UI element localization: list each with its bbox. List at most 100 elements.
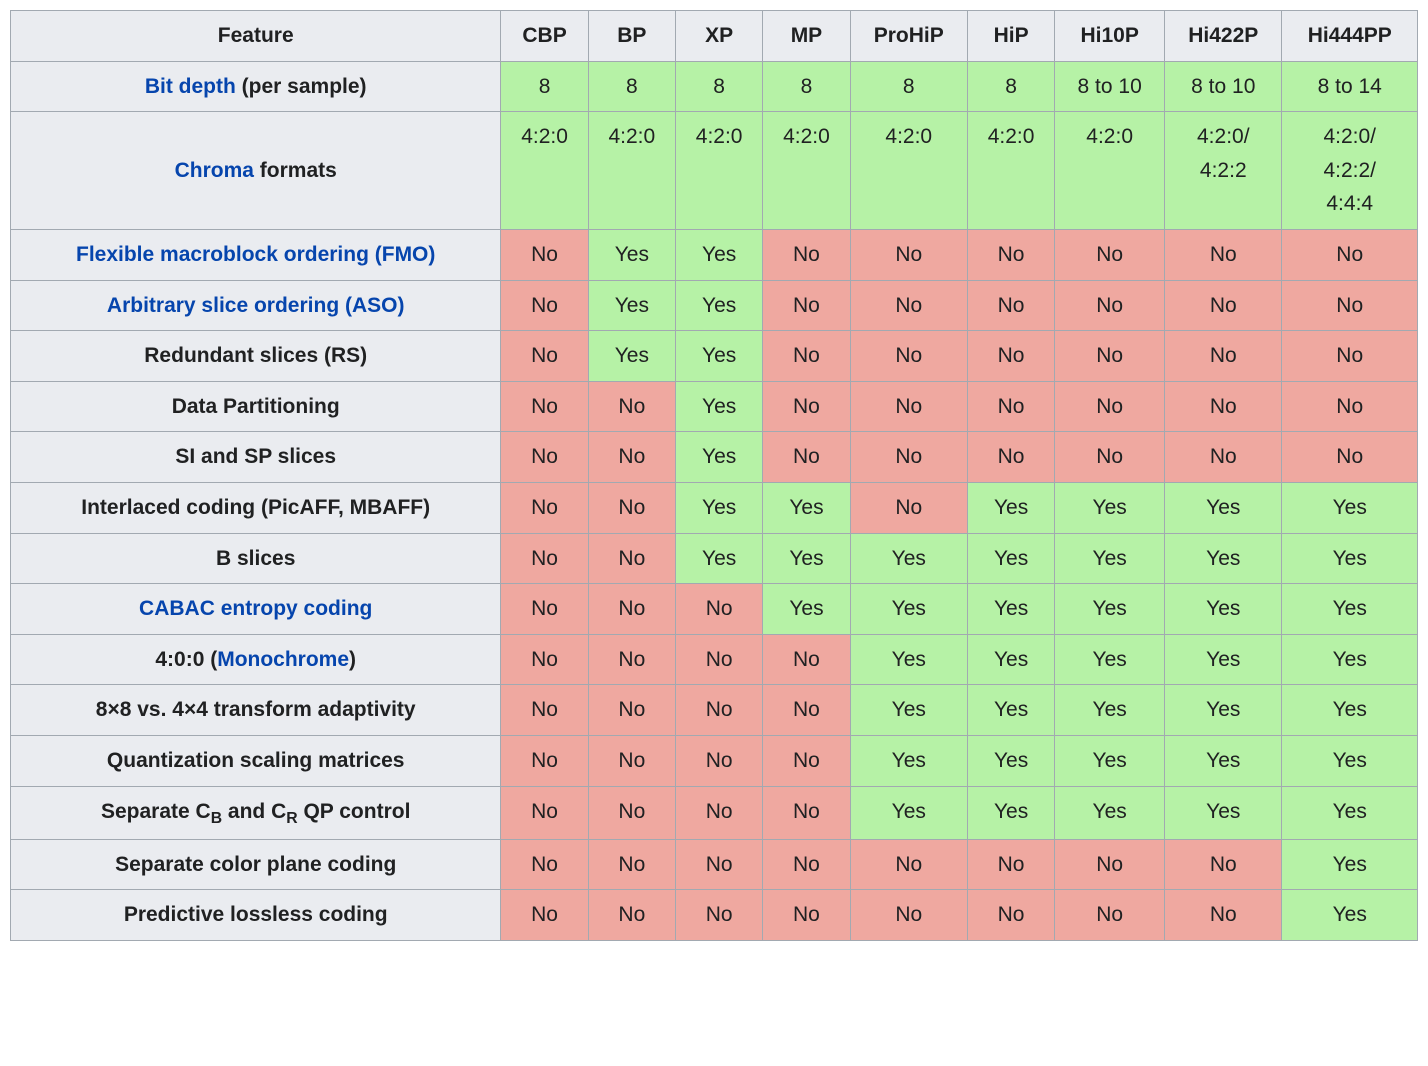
cell: No (850, 839, 967, 890)
cell: Yes (967, 786, 1054, 839)
wikilink[interactable]: Arbitrary slice ordering (ASO) (107, 294, 405, 317)
cell: No (967, 381, 1054, 432)
cell: Yes (967, 685, 1054, 736)
wikilink[interactable]: Monochrome (217, 648, 349, 671)
cell: Yes (763, 533, 850, 584)
cell: Yes (850, 584, 967, 635)
col-feature: Feature (11, 11, 501, 62)
cell: 4:2:0 (676, 112, 763, 230)
table-row: Interlaced coding (PicAFF, MBAFF)NoNoYes… (11, 482, 1418, 533)
cell: Yes (1282, 634, 1418, 685)
feature-label: Separate color plane coding (11, 839, 501, 890)
cell: Yes (967, 735, 1054, 786)
cell: Yes (1282, 839, 1418, 890)
cell: No (1282, 229, 1418, 280)
cell: Yes (1055, 584, 1165, 635)
table-row: B slicesNoNoYesYesYesYesYesYesYes (11, 533, 1418, 584)
wikilink[interactable]: Flexible macroblock ordering (FMO) (76, 243, 435, 266)
feature-label: 4:0:0 (Monochrome) (11, 634, 501, 685)
cell: No (763, 786, 850, 839)
table-row: Separate CB and CR QP controlNoNoNoNoYes… (11, 786, 1418, 839)
cell: Yes (763, 482, 850, 533)
col-cbp: CBP (501, 11, 588, 62)
cell: No (967, 280, 1054, 331)
feature-label: B slices (11, 533, 501, 584)
cell: No (1282, 432, 1418, 483)
cell: Yes (1165, 634, 1282, 685)
cell: Yes (1282, 890, 1418, 941)
cell: 4:2:0 (501, 112, 588, 230)
wikilink[interactable]: Bit depth (145, 75, 236, 98)
cell: Yes (850, 533, 967, 584)
table-row: Bit depth (per sample)8888888 to 108 to … (11, 61, 1418, 112)
feature-label: Quantization scaling matrices (11, 735, 501, 786)
cell: No (676, 735, 763, 786)
table-header: FeatureCBPBPXPMPProHiPHiPHi10PHi422PHi44… (11, 11, 1418, 62)
col-prohip: ProHiP (850, 11, 967, 62)
cell: No (763, 331, 850, 382)
cell: Yes (1055, 533, 1165, 584)
cell: No (501, 839, 588, 890)
cell: No (1165, 280, 1282, 331)
cell: No (763, 381, 850, 432)
table-row: Redundant slices (RS)NoYesYesNoNoNoNoNoN… (11, 331, 1418, 382)
cell: Yes (588, 331, 675, 382)
cell: No (850, 890, 967, 941)
cell: Yes (1282, 584, 1418, 635)
cell: No (588, 685, 675, 736)
cell: No (588, 839, 675, 890)
cell: No (588, 432, 675, 483)
cell: 4:2:0 (1055, 112, 1165, 230)
cell: Yes (967, 634, 1054, 685)
cell: Yes (1055, 634, 1165, 685)
cell: No (501, 890, 588, 941)
wikilink[interactable]: CABAC entropy coding (139, 597, 372, 620)
cell: No (501, 280, 588, 331)
cell: No (676, 685, 763, 736)
cell: Yes (1165, 685, 1282, 736)
cell: No (763, 839, 850, 890)
col-hi444pp: Hi444PP (1282, 11, 1418, 62)
cell: 8 (676, 61, 763, 112)
feature-label: Flexible macroblock ordering (FMO) (11, 229, 501, 280)
cell: No (501, 432, 588, 483)
cell: Yes (967, 584, 1054, 635)
cell: No (1055, 381, 1165, 432)
cell: No (676, 634, 763, 685)
cell: No (850, 482, 967, 533)
cell: Yes (1282, 786, 1418, 839)
cell: No (850, 432, 967, 483)
cell: 8 (967, 61, 1054, 112)
cell: Yes (588, 229, 675, 280)
feature-label: CABAC entropy coding (11, 584, 501, 635)
cell: Yes (588, 280, 675, 331)
cell: No (588, 482, 675, 533)
cell: Yes (676, 432, 763, 483)
table-row: Predictive lossless codingNoNoNoNoNoNoNo… (11, 890, 1418, 941)
cell: No (1282, 331, 1418, 382)
wikilink[interactable]: Chroma (175, 159, 254, 182)
cell: No (588, 735, 675, 786)
table-row: Quantization scaling matricesNoNoNoNoYes… (11, 735, 1418, 786)
cell: Yes (1055, 685, 1165, 736)
cell: No (1055, 280, 1165, 331)
cell: No (967, 432, 1054, 483)
cell: 8 to 10 (1055, 61, 1165, 112)
cell: No (676, 839, 763, 890)
cell: No (1165, 229, 1282, 280)
cell: Yes (1282, 735, 1418, 786)
cell: Yes (1282, 533, 1418, 584)
cell: No (588, 890, 675, 941)
cell: No (1165, 381, 1282, 432)
cell: Yes (676, 533, 763, 584)
cell: No (501, 584, 588, 635)
cell: 8 (850, 61, 967, 112)
cell: No (1165, 432, 1282, 483)
cell: No (1055, 432, 1165, 483)
feature-label: Separate CB and CR QP control (11, 786, 501, 839)
cell: No (1165, 890, 1282, 941)
cell: Yes (676, 331, 763, 382)
header-row: FeatureCBPBPXPMPProHiPHiPHi10PHi422PHi44… (11, 11, 1418, 62)
cell: Yes (1055, 482, 1165, 533)
table-row: CABAC entropy codingNoNoNoYesYesYesYesYe… (11, 584, 1418, 635)
